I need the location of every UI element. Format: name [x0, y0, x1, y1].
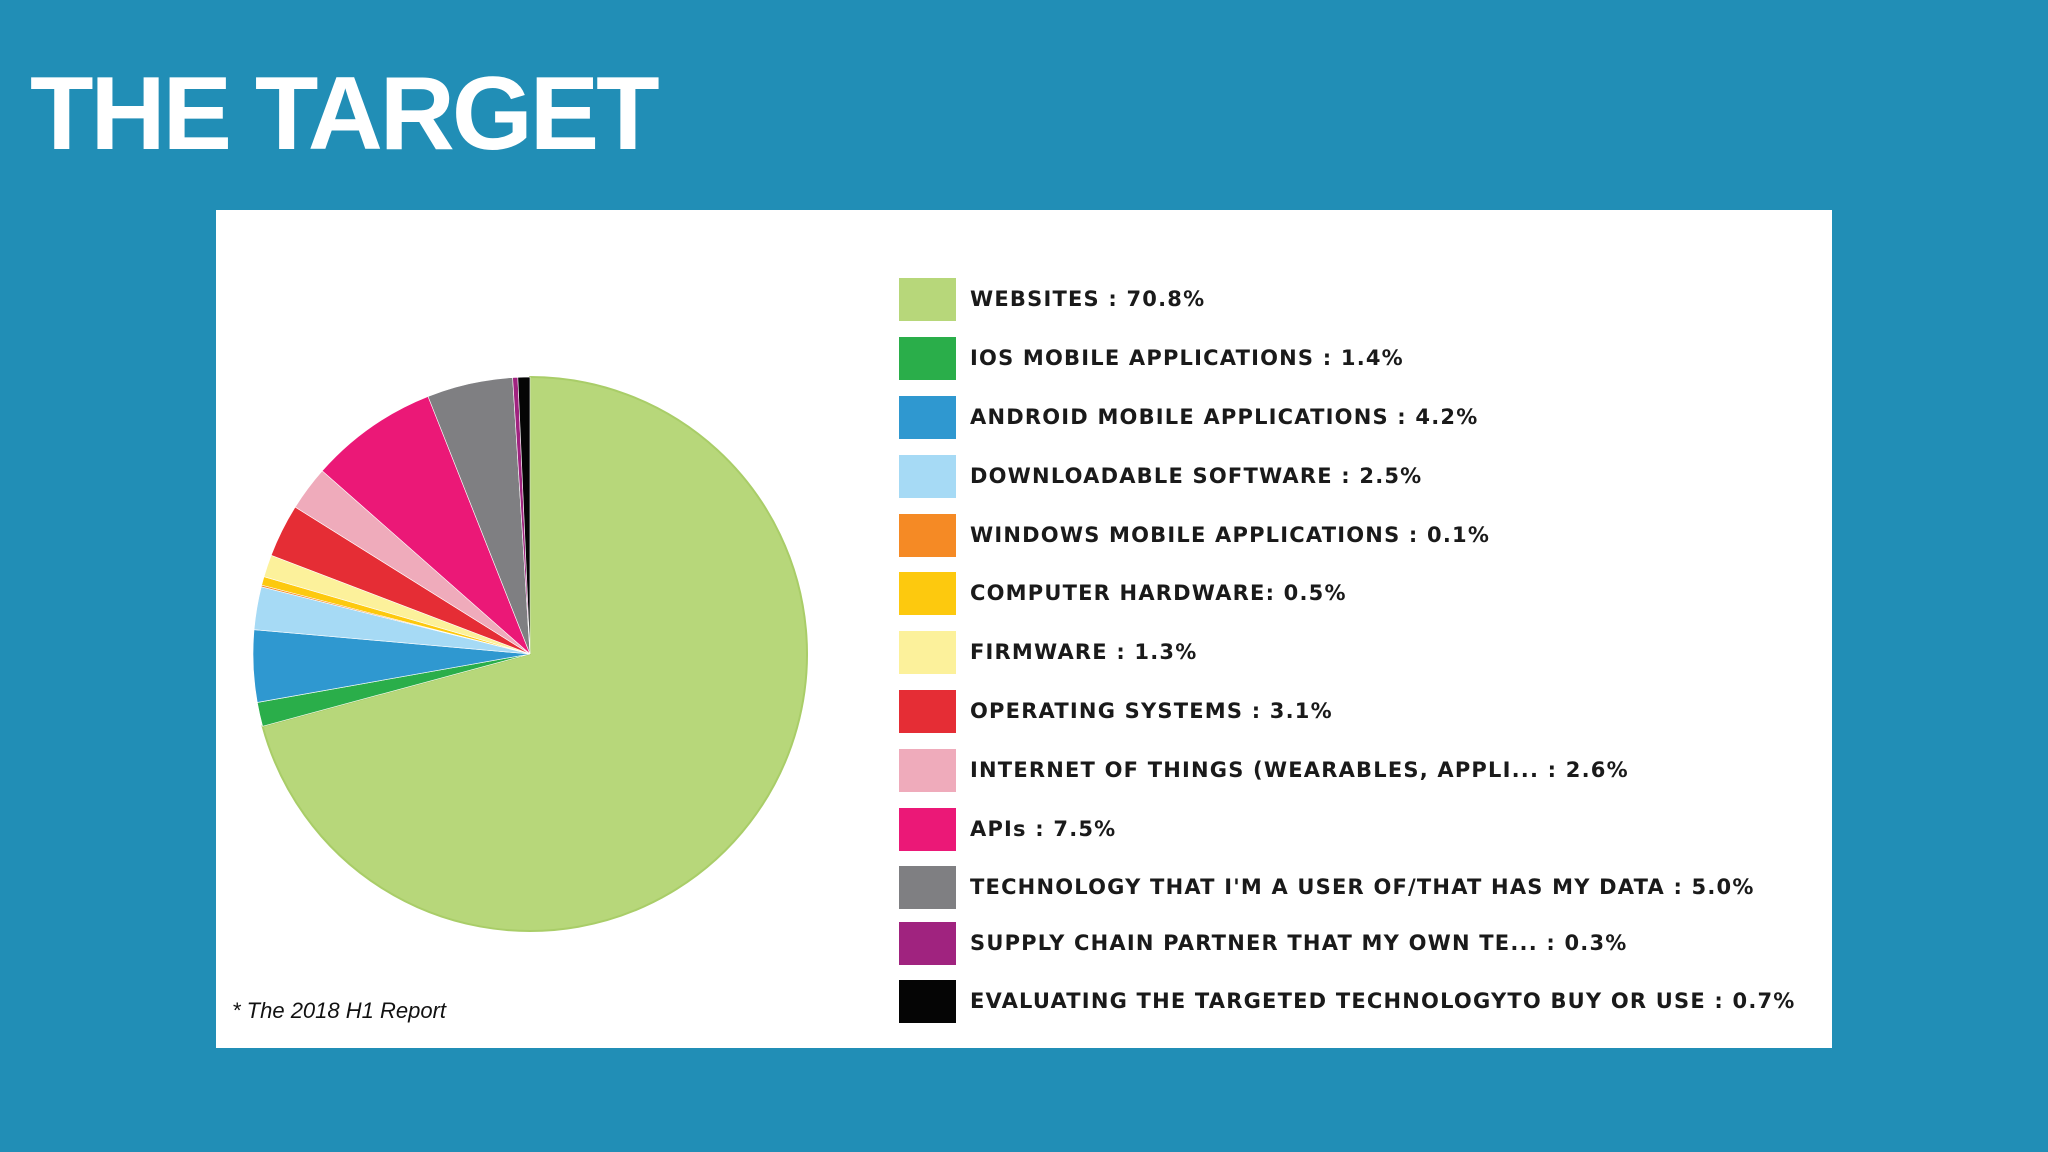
- legend-swatch: [899, 513, 956, 557]
- legend-label: WINDOWS MOBILE APPLICATIONS : 0.1%: [970, 523, 1491, 547]
- legend-item: COMPUTER HARDWARE: 0.5%: [899, 570, 1347, 616]
- legend-swatch: [899, 395, 956, 439]
- legend-item: IOS MOBILE APPLICATIONS : 1.4%: [899, 335, 1404, 381]
- legend-item: WEBSITES : 70.8%: [899, 276, 1205, 322]
- legend-item: INTERNET OF THINGS (WEARABLES, APPLI... …: [899, 747, 1629, 793]
- chart-panel: WEBSITES : 70.8% IOS MOBILE APPLICATIONS …: [216, 210, 1832, 1048]
- legend-swatch: [899, 630, 956, 674]
- legend-item: APIs : 7.5%: [899, 806, 1116, 852]
- footnote: * The 2018 H1 Report: [232, 998, 447, 1023]
- legend-label: OPERATING SYSTEMS : 3.1%: [970, 699, 1333, 723]
- legend-swatch: [899, 571, 956, 615]
- legend-item: EVALUATING THE TARGETED TECHNOLOGYTO BUY…: [899, 978, 1796, 1024]
- pie-slice-13: [517, 376, 531, 655]
- pie-chart: [252, 375, 808, 932]
- legend-swatch: [899, 748, 956, 792]
- legend-swatch: [899, 689, 956, 733]
- legend-swatch: [899, 865, 956, 909]
- legend-label: FIRMWARE : 1.3%: [970, 640, 1198, 664]
- legend-label: WEBSITES : 70.8%: [970, 287, 1206, 311]
- legend-label: INTERNET OF THINGS (WEARABLES, APPLI... …: [970, 758, 1629, 782]
- legend-label: DOWNLOADABLE SOFTWARE : 2.5%: [970, 464, 1423, 488]
- legend-item: WINDOWS MOBILE APPLICATIONS : 0.1%: [899, 512, 1490, 558]
- legend-item: TECHNOLOGY THAT I'M A USER OF/THAT HAS M…: [899, 864, 1755, 910]
- legend-swatch: [899, 277, 956, 321]
- legend-item: DOWNLOADABLE SOFTWARE : 2.5%: [899, 453, 1422, 499]
- legend-label: IOS MOBILE APPLICATIONS : 1.4%: [970, 346, 1404, 370]
- legend-item: SUPPLY CHAIN PARTNER THAT MY OWN TE... :…: [899, 920, 1628, 966]
- legend-label: EVALUATING THE TARGETED TECHNOLOGYTO BUY…: [970, 989, 1796, 1013]
- legend-label: APIs : 7.5%: [970, 817, 1117, 841]
- legend-swatch: [899, 979, 956, 1023]
- legend-swatch: [899, 454, 956, 498]
- legend-label: SUPPLY CHAIN PARTNER THAT MY OWN TE... :…: [970, 931, 1628, 955]
- legend-swatch: [899, 807, 956, 851]
- legend-label: ANDROID MOBILE APPLICATIONS : 4.2%: [970, 405, 1479, 429]
- legend-item: FIRMWARE : 1.3%: [899, 629, 1197, 675]
- legend-label: COMPUTER HARDWARE: 0.5%: [970, 581, 1347, 605]
- pie-slice-1: [261, 375, 808, 932]
- pie-slice-10: [321, 396, 531, 655]
- legend-item: ANDROID MOBILE APPLICATIONS : 4.2%: [899, 394, 1478, 440]
- slide-title: THE TARGET: [30, 56, 660, 172]
- legend-swatch: [899, 921, 956, 965]
- legend-swatch: [899, 336, 956, 380]
- legend-item: OPERATING SYSTEMS : 3.1%: [899, 688, 1333, 734]
- legend-label: TECHNOLOGY THAT I'M A USER OF/THAT HAS M…: [970, 875, 1755, 899]
